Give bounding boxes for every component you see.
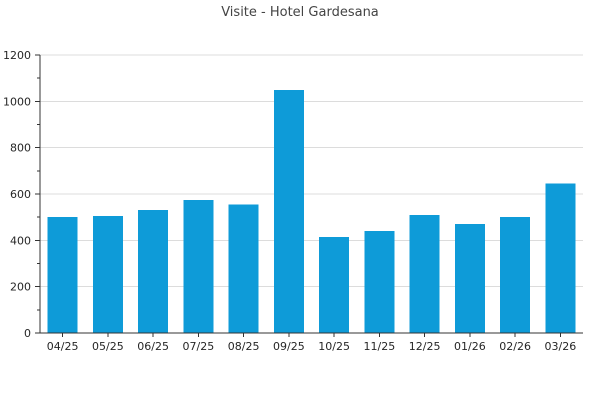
x-tick-label: 11/25 — [364, 340, 396, 353]
y-tick-label: 0 — [24, 327, 31, 340]
y-tick-label: 1000 — [3, 95, 31, 108]
bar-10-25 — [319, 236, 350, 333]
y-tick-label: 600 — [10, 188, 31, 201]
y-tick-label: 1200 — [3, 49, 31, 62]
x-tick-label: 01/26 — [454, 340, 486, 353]
x-tick-label: 02/26 — [499, 340, 531, 353]
bar-09-25 — [273, 89, 304, 333]
x-tick-label: 04/25 — [47, 340, 79, 353]
y-tick-label: 200 — [10, 281, 31, 294]
bar-01-26 — [454, 224, 485, 333]
x-tick-label: 10/25 — [318, 340, 350, 353]
y-tick-label: 400 — [10, 234, 31, 247]
bar-06-25 — [138, 210, 169, 333]
y-tick-label: 800 — [10, 142, 31, 155]
bar-11-25 — [364, 231, 395, 333]
x-tick-label: 09/25 — [273, 340, 305, 353]
chart-title: Visite - Hotel Gardesana — [221, 5, 379, 20]
bar-08-25 — [228, 204, 259, 333]
bar-02-26 — [500, 217, 531, 333]
x-tick-label: 07/25 — [183, 340, 215, 353]
x-tick-label: 06/25 — [137, 340, 169, 353]
bar-12-25 — [409, 214, 440, 333]
x-tick-label: 08/25 — [228, 340, 260, 353]
bar-04-25 — [47, 217, 78, 333]
x-tick-label: 03/26 — [545, 340, 577, 353]
x-tick-label: 12/25 — [409, 340, 441, 353]
bar-05-25 — [92, 216, 123, 333]
bar-07-25 — [183, 199, 214, 333]
bar-03-26 — [545, 183, 576, 333]
x-tick-label: 05/25 — [92, 340, 124, 353]
